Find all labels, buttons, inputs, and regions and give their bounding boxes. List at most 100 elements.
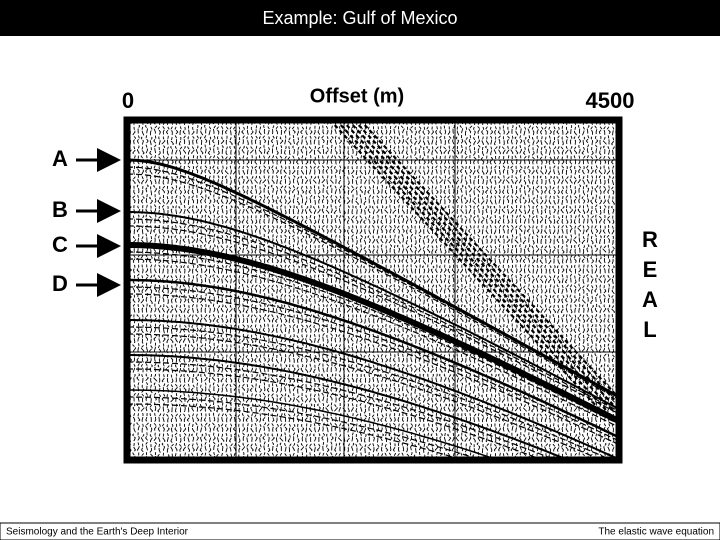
offset-end: 4500 <box>586 88 635 113</box>
trace <box>350 120 355 460</box>
reflection <box>127 286 618 441</box>
trace <box>316 120 322 460</box>
trace <box>388 120 393 460</box>
reflection <box>127 158 618 398</box>
reflection <box>127 242 619 423</box>
direct-arrival <box>341 120 613 411</box>
reflection <box>127 166 618 398</box>
trace <box>186 120 192 460</box>
trace <box>320 120 326 460</box>
trace <box>165 120 171 460</box>
side-letter: E <box>643 257 658 282</box>
trace <box>488 120 494 460</box>
trace <box>560 120 565 460</box>
trace <box>396 120 401 460</box>
trace <box>434 120 439 460</box>
trace <box>215 120 221 460</box>
trace <box>543 120 549 460</box>
reflection <box>127 278 618 438</box>
reflection <box>127 354 571 460</box>
trace <box>283 120 288 460</box>
trace <box>455 120 460 460</box>
trace <box>564 120 570 460</box>
trace <box>593 120 599 460</box>
footer-left: Seismology and the Earth's Deep Interior <box>6 527 189 538</box>
marker-label: A <box>52 146 68 171</box>
trace <box>291 120 297 460</box>
trace <box>157 120 162 460</box>
trace <box>598 120 603 460</box>
trace <box>308 120 313 460</box>
offset-start: 0 <box>122 88 134 113</box>
slide-title: Example: Gulf of Mexico <box>262 8 457 28</box>
trace <box>148 120 154 460</box>
direct-arrival <box>347 120 619 411</box>
trace <box>430 120 435 460</box>
trace <box>556 120 561 460</box>
marker-label: C <box>52 232 68 257</box>
trace <box>476 120 481 460</box>
trace <box>442 120 448 460</box>
reflection <box>127 211 618 409</box>
trace <box>278 120 284 460</box>
trace <box>522 120 528 460</box>
trace <box>207 120 212 460</box>
trace <box>577 120 582 460</box>
side-letter: A <box>642 287 658 312</box>
reflection <box>127 258 618 427</box>
reflection <box>127 396 483 460</box>
trace <box>413 120 418 460</box>
footer-right: The elastic wave equation <box>598 527 714 538</box>
reflection <box>127 293 618 445</box>
reflection <box>127 251 618 424</box>
trace <box>568 120 574 460</box>
trace <box>400 120 406 460</box>
trace <box>459 120 464 460</box>
reflection <box>127 225 618 414</box>
trace <box>551 120 557 460</box>
trace <box>312 120 318 460</box>
trace <box>602 120 607 460</box>
trace <box>539 120 544 460</box>
trace <box>451 120 456 459</box>
trace <box>270 120 275 460</box>
trace <box>266 120 271 460</box>
seismogram-frame <box>123 116 623 464</box>
trace <box>161 120 166 460</box>
trace <box>535 120 540 460</box>
trace <box>425 120 431 460</box>
trace <box>409 120 414 460</box>
trace <box>438 120 444 460</box>
trace <box>262 120 267 460</box>
header-bar <box>0 0 720 36</box>
trace <box>501 120 507 460</box>
trace <box>203 120 208 460</box>
direct-arrival <box>335 120 607 411</box>
offset-label: Offset (m) <box>310 85 404 107</box>
trace <box>463 120 469 460</box>
trace <box>169 120 175 460</box>
trace <box>178 120 183 460</box>
trace <box>585 120 590 460</box>
trace <box>140 120 145 460</box>
trace <box>530 120 536 460</box>
trace <box>299 120 305 460</box>
reflection <box>127 319 618 460</box>
trace <box>295 120 301 460</box>
reflection <box>127 361 558 460</box>
trace <box>190 120 196 459</box>
trace <box>304 120 309 460</box>
seismogram <box>127 120 619 460</box>
side-letter: L <box>643 317 656 342</box>
trace <box>384 120 389 460</box>
footer-bar <box>0 522 720 540</box>
direct-arrival <box>329 120 601 411</box>
side-letter: R <box>642 227 658 252</box>
reflection <box>127 326 613 460</box>
trace <box>606 120 612 460</box>
trace <box>258 120 263 460</box>
trace <box>253 120 259 460</box>
trace <box>526 120 532 460</box>
